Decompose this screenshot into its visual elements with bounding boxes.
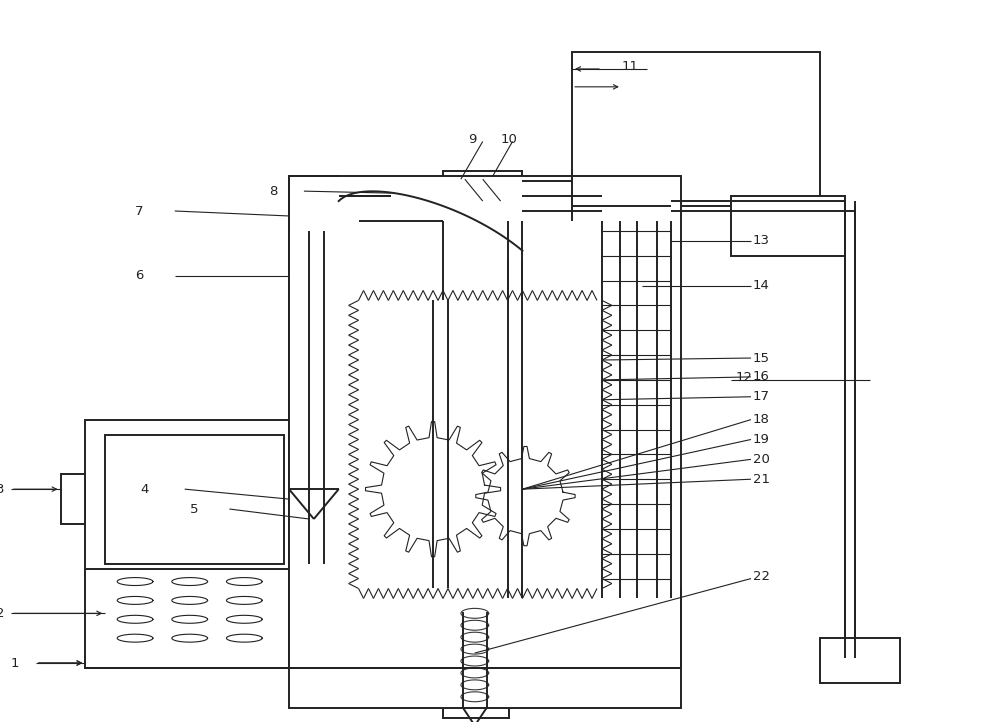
Text: 3: 3 xyxy=(0,483,4,496)
Text: 16: 16 xyxy=(753,371,770,384)
Circle shape xyxy=(508,479,542,513)
Bar xyxy=(443,172,522,221)
Circle shape xyxy=(641,463,653,475)
Bar xyxy=(602,221,671,266)
Bar xyxy=(289,350,339,420)
Text: 5: 5 xyxy=(190,502,198,515)
Bar xyxy=(105,434,284,564)
Bar xyxy=(289,176,339,231)
Text: 11: 11 xyxy=(622,61,639,73)
Circle shape xyxy=(410,466,456,513)
Text: 20: 20 xyxy=(753,452,770,466)
Text: 10: 10 xyxy=(501,133,517,146)
Text: 6: 6 xyxy=(135,269,143,282)
Bar xyxy=(359,300,602,589)
Text: 7: 7 xyxy=(135,204,144,217)
Bar xyxy=(572,52,820,206)
Text: 4: 4 xyxy=(140,483,148,496)
Text: 2: 2 xyxy=(0,607,4,620)
Bar xyxy=(453,180,478,213)
Bar xyxy=(461,589,493,613)
Bar xyxy=(398,189,412,205)
Text: 21: 21 xyxy=(753,473,770,486)
Text: 22: 22 xyxy=(753,570,770,583)
Bar xyxy=(820,638,900,683)
Bar xyxy=(443,589,509,717)
Text: 17: 17 xyxy=(753,390,770,403)
Bar xyxy=(391,186,419,208)
Text: 13: 13 xyxy=(753,235,770,248)
Text: 1: 1 xyxy=(11,657,19,670)
Circle shape xyxy=(428,484,438,494)
Bar xyxy=(61,474,85,524)
Bar xyxy=(289,420,339,568)
Text: 14: 14 xyxy=(753,279,770,292)
Circle shape xyxy=(522,492,529,500)
Bar xyxy=(289,231,339,350)
Text: 12: 12 xyxy=(736,371,753,384)
Text: 18: 18 xyxy=(753,413,770,426)
Circle shape xyxy=(633,455,661,483)
Text: 8: 8 xyxy=(269,185,278,198)
Text: 9: 9 xyxy=(468,133,476,146)
Bar xyxy=(607,266,637,325)
Bar xyxy=(289,176,681,707)
Text: 15: 15 xyxy=(753,352,770,364)
Bar xyxy=(85,420,289,668)
Text: 19: 19 xyxy=(753,433,770,446)
Bar xyxy=(731,196,845,256)
